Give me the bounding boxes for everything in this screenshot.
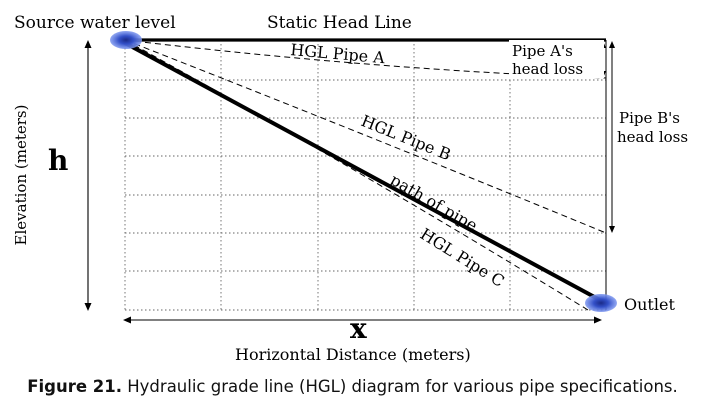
path-of-pipe-label: path of pipe bbox=[387, 170, 481, 235]
elevation-axis-label: Elevation (meters) bbox=[12, 105, 30, 246]
figure-caption: Figure 21. Hydraulic grade line (HGL) di… bbox=[0, 377, 705, 396]
height-arrow bbox=[84, 40, 92, 311]
static-head-line-label: Static Head Line bbox=[267, 13, 412, 33]
caption-label: Figure 21. bbox=[27, 377, 123, 396]
horizontal-axis-label: Horizontal Distance (meters) bbox=[235, 345, 471, 364]
height-symbol: h bbox=[48, 144, 68, 177]
hgl-pipe-c-label: HGL Pipe C bbox=[417, 224, 508, 291]
source-node bbox=[110, 31, 142, 49]
hgl-pipe-b-line bbox=[124, 39, 607, 234]
grid bbox=[124, 40, 606, 311]
pipe-a-head-loss-label-line2: head loss bbox=[512, 60, 583, 78]
pipe-b-head-loss-label-line1: Pipe B's bbox=[619, 109, 680, 127]
distance-arrow bbox=[123, 316, 602, 324]
pipe-a-head-loss-label-line1: Pipe A's bbox=[512, 42, 573, 60]
outlet-label: Outlet bbox=[624, 295, 675, 314]
hgl-pipe-a-label: HGL Pipe A bbox=[290, 40, 386, 67]
hgl-diagram: Source water level Static Head Line HGL … bbox=[12, 13, 688, 364]
pipe-a-label-bg bbox=[509, 40, 604, 78]
caption-text: Hydraulic grade line (HGL) diagram for v… bbox=[122, 377, 678, 396]
source-water-level-label: Source water level bbox=[14, 13, 176, 33]
pipe-b-head-loss-arrow bbox=[609, 41, 615, 233]
pipe-path-line bbox=[124, 41, 601, 302]
outlet-node bbox=[585, 294, 617, 312]
pipe-b-head-loss-label-line2: head loss bbox=[617, 128, 688, 146]
distance-symbol: x bbox=[350, 312, 367, 345]
